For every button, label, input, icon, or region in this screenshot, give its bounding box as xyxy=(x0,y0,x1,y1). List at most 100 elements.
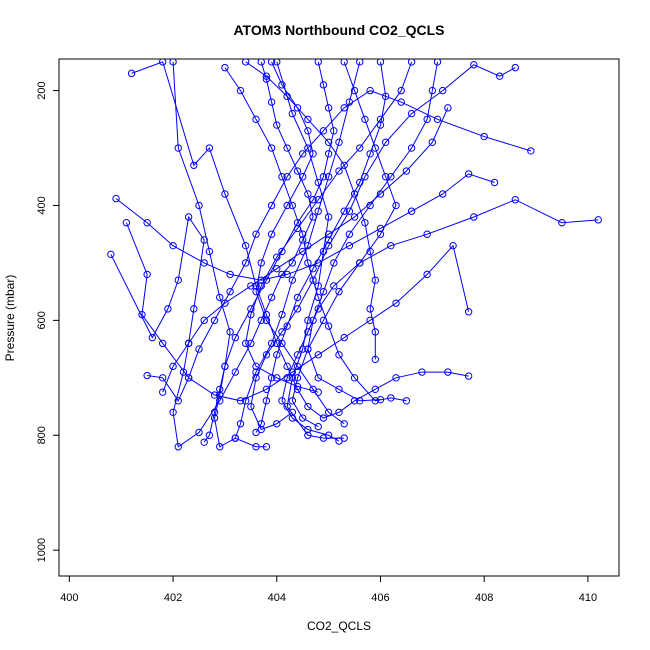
data-point xyxy=(236,86,245,95)
data-point xyxy=(195,428,203,437)
series-4 xyxy=(143,86,535,405)
data-point xyxy=(288,109,297,118)
data-point xyxy=(376,190,385,198)
data-point xyxy=(127,69,136,78)
data-point xyxy=(319,434,328,442)
data-point xyxy=(252,287,260,296)
data-point xyxy=(257,259,265,267)
data-point xyxy=(304,144,312,152)
data-point xyxy=(190,305,198,313)
series-18 xyxy=(252,59,348,428)
series-3 xyxy=(278,196,602,445)
data-point xyxy=(205,431,214,439)
series-line xyxy=(234,61,361,439)
data-point xyxy=(464,170,473,178)
data-point xyxy=(345,241,354,250)
data-point xyxy=(314,207,322,215)
data-point xyxy=(273,351,281,359)
data-point xyxy=(319,287,328,296)
data-point xyxy=(273,253,281,261)
data-point xyxy=(159,339,167,348)
x-tick-label: 402 xyxy=(164,592,182,604)
series-11 xyxy=(288,59,400,431)
data-point xyxy=(324,150,333,158)
data-point xyxy=(221,362,229,371)
data-point xyxy=(226,287,234,296)
data-point xyxy=(241,397,250,405)
data-point xyxy=(304,190,312,198)
data-point xyxy=(304,425,312,434)
data-point xyxy=(299,230,307,238)
data-point xyxy=(407,207,416,215)
data-point xyxy=(387,394,395,402)
series-line xyxy=(245,61,413,393)
data-point xyxy=(112,194,120,203)
data-point xyxy=(252,230,260,238)
data-point xyxy=(169,408,177,416)
data-point xyxy=(304,316,312,325)
y-tick-label: 400 xyxy=(36,196,48,214)
data-point xyxy=(418,368,426,376)
y-tick-label: 800 xyxy=(36,426,48,444)
data-point xyxy=(159,59,167,66)
data-point xyxy=(407,144,416,152)
data-point xyxy=(257,59,265,66)
data-point xyxy=(324,213,333,221)
data-point xyxy=(345,230,354,238)
data-point xyxy=(376,121,385,129)
x-tick-label: 410 xyxy=(579,592,597,604)
series-line xyxy=(224,67,407,402)
data-point xyxy=(283,402,291,411)
data-point xyxy=(511,196,519,204)
data-point xyxy=(273,374,281,382)
data-point xyxy=(241,241,250,250)
series-layer xyxy=(107,59,602,451)
data-point xyxy=(143,371,151,380)
data-point xyxy=(179,368,188,376)
series-line xyxy=(291,61,397,428)
data-point xyxy=(241,339,250,348)
data-point xyxy=(164,305,172,313)
data-point xyxy=(231,333,239,342)
data-point xyxy=(293,305,302,313)
data-point xyxy=(267,201,276,210)
data-point xyxy=(439,86,447,95)
data-point xyxy=(376,115,385,124)
data-point xyxy=(464,308,473,316)
series-line xyxy=(115,173,495,281)
data-point xyxy=(288,259,297,267)
y-axis-label: Pressure (mbar) xyxy=(3,275,17,362)
data-point xyxy=(366,305,374,313)
data-point xyxy=(200,259,208,267)
data-point xyxy=(252,115,260,124)
data-point xyxy=(267,339,276,348)
data-point xyxy=(283,173,291,181)
data-point xyxy=(267,293,276,302)
data-point xyxy=(283,201,291,210)
data-point xyxy=(371,276,379,284)
data-point xyxy=(148,333,157,342)
data-point xyxy=(159,374,167,382)
data-point xyxy=(205,247,214,256)
data-point xyxy=(439,190,447,198)
series-line xyxy=(307,61,439,402)
data-point xyxy=(376,395,385,404)
data-point xyxy=(190,161,198,169)
data-point xyxy=(205,144,214,152)
data-point xyxy=(241,259,250,267)
data-point xyxy=(324,138,333,146)
data-point xyxy=(335,138,343,146)
data-point xyxy=(392,201,400,210)
data-point xyxy=(335,408,343,416)
y-tick-label: 200 xyxy=(36,81,48,99)
data-point xyxy=(345,98,354,106)
data-point xyxy=(381,173,390,181)
y-tick-label: 600 xyxy=(36,311,48,329)
series-line xyxy=(250,64,516,431)
series-19 xyxy=(159,104,452,396)
data-point xyxy=(299,150,307,158)
data-point xyxy=(107,250,115,259)
series-line xyxy=(162,107,449,393)
data-point xyxy=(324,104,333,112)
data-point xyxy=(350,374,359,382)
